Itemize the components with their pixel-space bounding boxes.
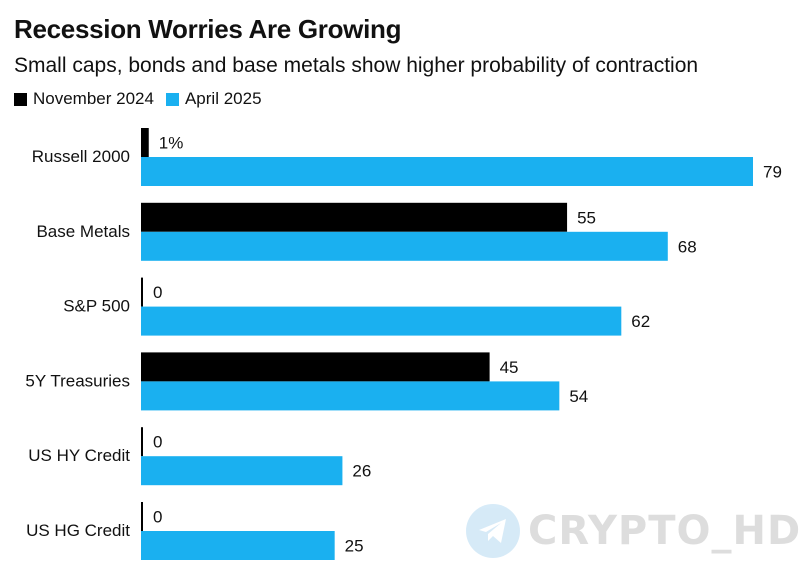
bar-russell-2000-november-2024 [141, 128, 149, 157]
category-label-5y-treasuries: 5Y Treasuries [25, 371, 130, 390]
category-label-base-metals: Base Metals [36, 222, 130, 241]
legend-swatch-april-2025 [165, 92, 179, 106]
legend-label-november-2024: November 2024 [33, 89, 154, 108]
data-label-s-p-500-november-2024: 0 [153, 283, 162, 302]
data-label-russell-2000-april-2025: 79 [763, 163, 782, 182]
bar-us-hg-credit-april-2025 [141, 531, 335, 560]
data-label-us-hg-credit-april-2025: 25 [345, 537, 364, 556]
category-label-russell-2000: Russell 2000 [32, 147, 130, 166]
chart-subtitle: Small caps, bonds and base metals show h… [14, 54, 699, 77]
bar-5y-treasuries-november-2024 [141, 352, 490, 382]
data-label-5y-treasuries-november-2024: 45 [500, 358, 519, 377]
bar-russell-2000-april-2025 [141, 157, 753, 186]
category-label-us-hg-credit: US HG Credit [26, 521, 130, 540]
bar-us-hg-credit-november-2024 [141, 502, 143, 531]
bar-5y-treasuries-april-2025 [141, 381, 560, 411]
bar-base-metals-november-2024 [141, 202, 568, 232]
bar-base-metals-april-2025 [141, 231, 668, 261]
category-label-s-p-500: S&P 500 [63, 297, 130, 316]
bar-us-hy-credit-april-2025 [141, 456, 343, 486]
data-label-s-p-500-april-2025: 62 [631, 312, 650, 331]
legend-item-november-2024: November 2024 [14, 89, 154, 109]
bar-s-p-500-november-2024 [141, 277, 143, 307]
legend-swatch-november-2024 [14, 92, 27, 106]
legend-label-april-2025: April 2025 [184, 89, 262, 108]
category-label-us-hy-credit: US HY Credit [28, 446, 130, 465]
legend: November 2024 April 2025 [14, 89, 274, 109]
data-label-base-metals-november-2024: 55 [577, 208, 596, 227]
data-label-us-hy-credit-april-2025: 26 [352, 462, 371, 481]
bar-s-p-500-april-2025 [141, 306, 622, 336]
data-label-base-metals-april-2025: 68 [678, 237, 697, 256]
legend-item-april-2025: April 2025 [165, 89, 262, 109]
data-label-us-hg-credit-november-2024: 0 [153, 508, 162, 527]
data-label-5y-treasuries-april-2025: 54 [569, 387, 588, 406]
bar-us-hy-credit-november-2024 [141, 427, 143, 457]
chart-title: Recession Worries Are Growing [14, 14, 402, 44]
data-label-us-hy-credit-november-2024: 0 [153, 433, 162, 452]
data-label-russell-2000-november-2024: 1% [159, 134, 184, 153]
